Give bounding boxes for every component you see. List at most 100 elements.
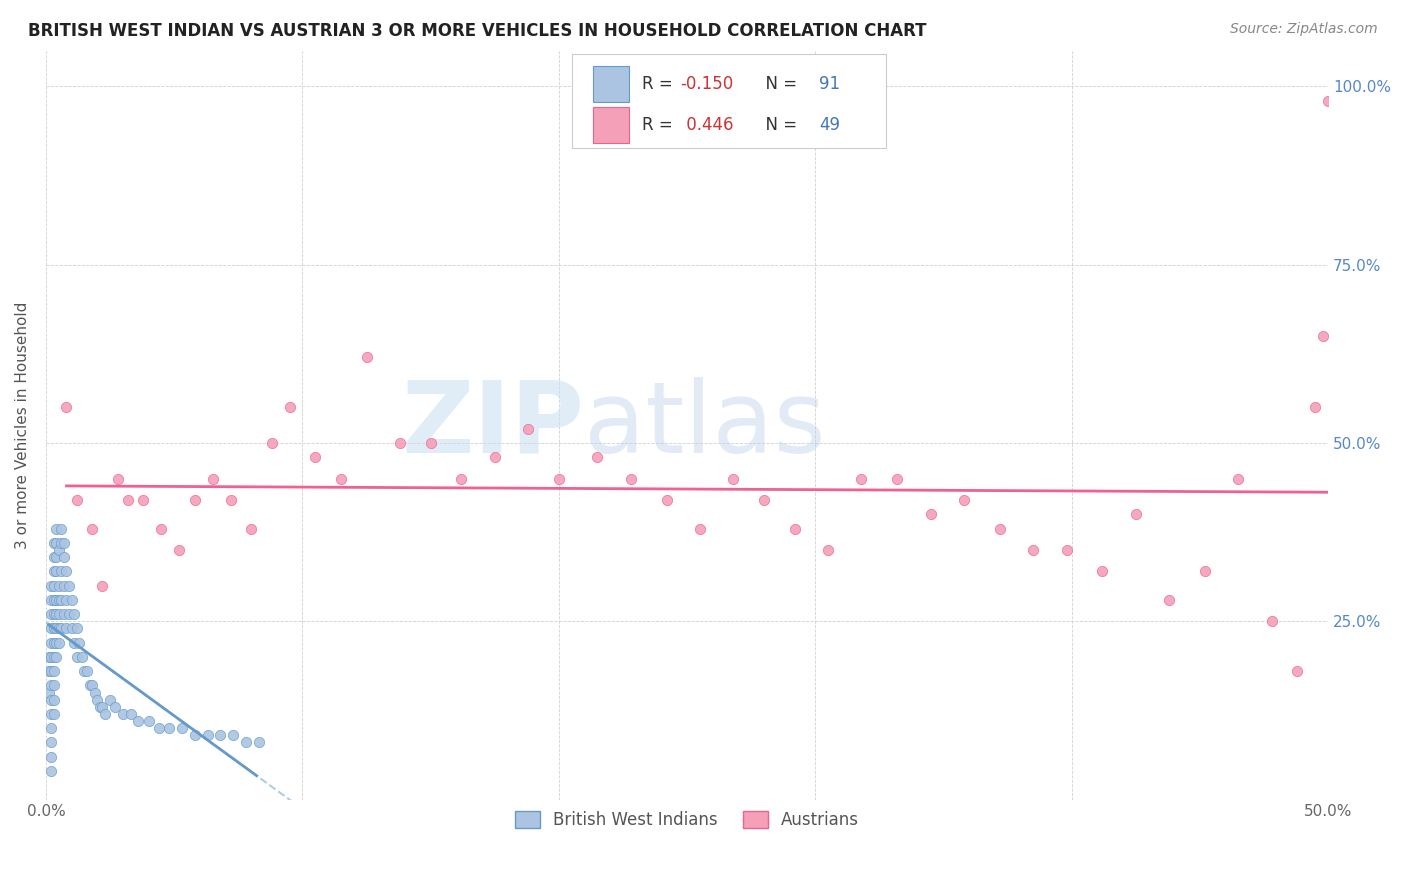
Point — [689, 522, 711, 536]
Point — [91, 699, 114, 714]
Point — [42, 535, 65, 549]
Point — [45, 607, 67, 621]
Point — [45, 535, 67, 549]
Point — [79, 678, 101, 692]
Point — [66, 493, 89, 508]
Point — [48, 578, 70, 592]
Point — [117, 493, 139, 508]
Point — [39, 621, 62, 635]
Point — [42, 549, 65, 564]
Point — [39, 649, 62, 664]
Point — [91, 578, 114, 592]
Text: N =: N = — [755, 75, 803, 93]
Point — [42, 649, 65, 664]
Point — [356, 351, 378, 365]
Point — [94, 706, 117, 721]
Point — [48, 635, 70, 649]
Point — [48, 621, 70, 635]
Point — [1056, 542, 1078, 557]
Point — [55, 621, 77, 635]
Point — [38, 664, 60, 678]
Point — [42, 607, 65, 621]
Point — [1194, 564, 1216, 578]
Point — [620, 472, 643, 486]
Point — [48, 592, 70, 607]
Point — [107, 472, 129, 486]
Point — [1125, 508, 1147, 522]
Point — [260, 436, 283, 450]
Point — [45, 621, 67, 635]
Point — [38, 685, 60, 699]
Point — [52, 535, 75, 549]
Point — [127, 714, 149, 728]
Point — [783, 522, 806, 536]
Point — [655, 493, 678, 508]
Point — [222, 728, 245, 742]
Text: R =: R = — [643, 75, 678, 93]
Point — [51, 564, 73, 578]
Point — [45, 635, 67, 649]
Point — [517, 422, 540, 436]
Point — [170, 721, 193, 735]
Point — [86, 692, 108, 706]
Point — [39, 692, 62, 706]
Point — [42, 678, 65, 692]
Point — [1286, 664, 1309, 678]
Point — [817, 542, 839, 557]
Point — [89, 699, 111, 714]
Point — [39, 635, 62, 649]
Point — [219, 493, 242, 508]
Point — [45, 592, 67, 607]
Text: 49: 49 — [820, 116, 841, 135]
Point — [58, 578, 80, 592]
Point — [45, 564, 67, 578]
Point — [63, 607, 86, 621]
Point — [157, 721, 180, 735]
Point — [66, 649, 89, 664]
Point — [55, 401, 77, 415]
Point — [60, 621, 83, 635]
Point — [586, 450, 609, 465]
FancyBboxPatch shape — [593, 66, 630, 102]
Point — [52, 549, 75, 564]
Point — [1022, 542, 1045, 557]
Text: Source: ZipAtlas.com: Source: ZipAtlas.com — [1230, 22, 1378, 37]
Point — [42, 706, 65, 721]
Point — [58, 607, 80, 621]
Point — [851, 472, 873, 486]
Point — [183, 493, 205, 508]
Point — [547, 472, 569, 486]
Point — [953, 493, 976, 508]
Point — [111, 706, 134, 721]
Point — [39, 664, 62, 678]
Point — [39, 706, 62, 721]
Point — [1091, 564, 1114, 578]
Point — [42, 635, 65, 649]
Point — [70, 649, 93, 664]
Point — [45, 549, 67, 564]
Y-axis label: 3 or more Vehicles in Household: 3 or more Vehicles in Household — [15, 301, 30, 549]
Point — [67, 635, 90, 649]
Point — [247, 735, 270, 749]
Point — [52, 607, 75, 621]
Point — [419, 436, 441, 450]
Point — [42, 692, 65, 706]
Point — [1312, 329, 1334, 343]
Point — [39, 749, 62, 764]
FancyBboxPatch shape — [572, 54, 886, 148]
Point — [1260, 614, 1282, 628]
Point — [39, 678, 62, 692]
Point — [45, 522, 67, 536]
Point — [183, 728, 205, 742]
Point — [48, 607, 70, 621]
Point — [132, 493, 155, 508]
Point — [235, 735, 257, 749]
Point — [197, 728, 219, 742]
Point — [450, 472, 472, 486]
Point — [138, 714, 160, 728]
Point — [201, 472, 224, 486]
Point — [48, 542, 70, 557]
Point — [52, 578, 75, 592]
Point — [104, 699, 127, 714]
Point — [39, 607, 62, 621]
